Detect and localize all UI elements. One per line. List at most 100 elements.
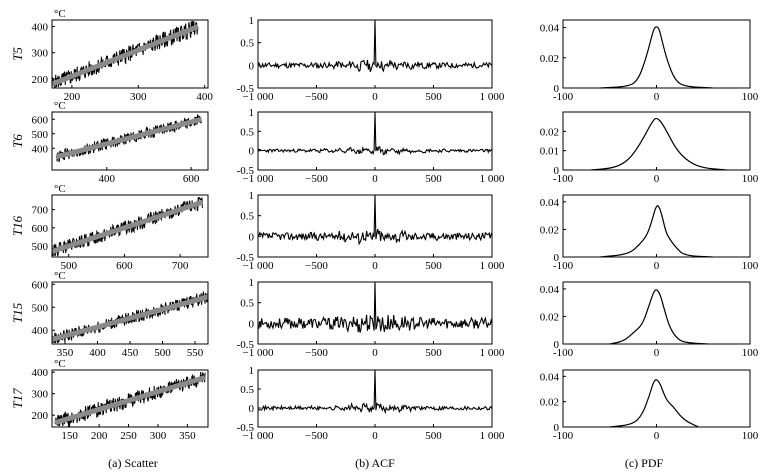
- x-tick-label: 0: [654, 260, 660, 272]
- x-tick-label: 0: [372, 91, 378, 103]
- y-tick-label: 0: [554, 83, 560, 95]
- x-tick-label: 500: [425, 430, 442, 442]
- x-tick-label: -100: [553, 260, 574, 272]
- acf-line-t5: [257, 19, 493, 73]
- x-tick-label: 700: [172, 260, 189, 272]
- y-tick-label: 400: [32, 367, 49, 379]
- acf-line-t16: [257, 194, 493, 246]
- x-tick-label: 1 000: [480, 91, 505, 103]
- trend-line-t16: [51, 199, 204, 254]
- y-tick-label: 600: [32, 114, 49, 126]
- panel-a-t17: °C T17 150 200 250 300 350 200 300 400: [10, 358, 209, 442]
- x-tick-label: 100: [742, 260, 759, 272]
- x-tick-label: −500: [305, 91, 328, 103]
- y-tick-label: -0.5: [237, 252, 255, 264]
- x-tick-label: 550: [187, 347, 204, 359]
- panel-a-t16: °C T16 500 600 700 500 600 700: [10, 183, 209, 272]
- x-tick-label: −1 000: [243, 430, 274, 442]
- y-tick-label: 1: [249, 277, 255, 289]
- y-tick-label: -0.5: [237, 83, 255, 95]
- panel-b-t16: −1 000 −500 0 500 1 000 -0.5 0 0.5 1: [237, 190, 505, 272]
- x-tick-label: 400: [89, 347, 106, 359]
- y-tick-label: 1: [249, 365, 255, 377]
- x-tick-label: 0: [372, 347, 378, 359]
- x-tick-label: -100: [553, 91, 574, 103]
- y-tick-label: 0: [249, 231, 255, 243]
- y-tick-label: 0.02: [540, 126, 559, 138]
- y-tick-label: 0.01: [540, 146, 559, 158]
- axes-frame: [562, 369, 751, 428]
- axes-frame: [562, 194, 751, 258]
- row-label-t16: T16: [10, 215, 25, 236]
- y-tick-label: 1: [249, 107, 255, 119]
- y-tick-label: 300: [32, 48, 49, 60]
- y-tick-label: 0.02: [540, 224, 559, 236]
- x-tick-label: 1 000: [480, 347, 505, 359]
- x-tick-label: 450: [122, 347, 139, 359]
- y-tick-label: 0.02: [540, 53, 559, 65]
- pdf-curve-t5: [600, 26, 713, 89]
- y-tick-label: 0.02: [540, 397, 559, 409]
- y-tick-label: 0: [554, 339, 560, 351]
- x-tick-label: 500: [425, 91, 442, 103]
- x-tick-label: −500: [305, 347, 328, 359]
- caption-pdf: (c) PDF: [625, 456, 664, 470]
- y-tick-label: 0.04: [540, 371, 560, 383]
- y-tick-label: -0.5: [237, 165, 255, 177]
- y-tick-label: 0.5: [240, 38, 254, 50]
- x-tick-label: 400: [196, 91, 213, 103]
- y-tick-label: 500: [32, 302, 49, 314]
- x-tick-label: 600: [183, 173, 200, 185]
- acf-line-t17: [258, 369, 493, 415]
- y-tick-label: 0.5: [240, 126, 254, 138]
- axes-frame: [562, 281, 751, 345]
- x-tick-label: 1 000: [480, 430, 505, 442]
- scatter-points-t16: [51, 197, 203, 257]
- y-tick-label: 0: [249, 146, 255, 158]
- axes-frame: [51, 369, 209, 428]
- x-tick-label: −500: [305, 173, 328, 185]
- y-tick-label: 600: [32, 223, 49, 235]
- x-tick-label: 0: [372, 173, 378, 185]
- y-tick-label: 300: [32, 389, 49, 401]
- x-tick-label: 0: [654, 91, 660, 103]
- x-tick-label: 250: [120, 430, 137, 442]
- x-tick-label: −1 000: [243, 260, 274, 272]
- caption-scatter: (a) Scatter: [108, 456, 158, 470]
- axes-frame: [562, 111, 751, 171]
- panel-b-t17: −1 000 −500 0 500 1 000 -0.5 0 0.5 1: [237, 365, 505, 442]
- y-tick-label: 0: [554, 165, 560, 177]
- row-label-t5: T5: [10, 47, 25, 61]
- trend-line-t17: [54, 375, 206, 426]
- y-tick-label: 0.5: [240, 211, 254, 223]
- x-tick-label: 0: [654, 430, 660, 442]
- y-tick-label: 500: [32, 129, 49, 141]
- x-tick-label: 500: [425, 260, 442, 272]
- x-tick-label: 1 000: [480, 260, 505, 272]
- x-tick-label: 500: [154, 347, 171, 359]
- x-tick-label: 100: [742, 173, 759, 185]
- x-tick-label: -100: [553, 430, 574, 442]
- y-tick-label: 0: [554, 422, 560, 434]
- y-tick-label: 200: [32, 74, 49, 86]
- axes-frame: [562, 19, 751, 89]
- x-tick-label: -100: [553, 173, 574, 185]
- y-tick-label: 400: [32, 143, 49, 155]
- trend-line-t6: [55, 116, 203, 160]
- x-tick-label: −500: [305, 260, 328, 272]
- caption-acf: (b) ACF: [355, 456, 395, 470]
- y-tick-label: 0.5: [240, 298, 254, 310]
- x-tick-label: 200: [91, 430, 108, 442]
- x-tick-label: −1 000: [243, 347, 274, 359]
- x-tick-label: 350: [179, 430, 196, 442]
- y-tick-label: -0.5: [237, 339, 255, 351]
- x-tick-label: 0: [372, 430, 378, 442]
- axes-frame: [51, 111, 209, 171]
- y-tick-label: 0.04: [540, 197, 560, 209]
- y-tick-label: 0.04: [540, 284, 560, 296]
- x-tick-label: -100: [553, 347, 574, 359]
